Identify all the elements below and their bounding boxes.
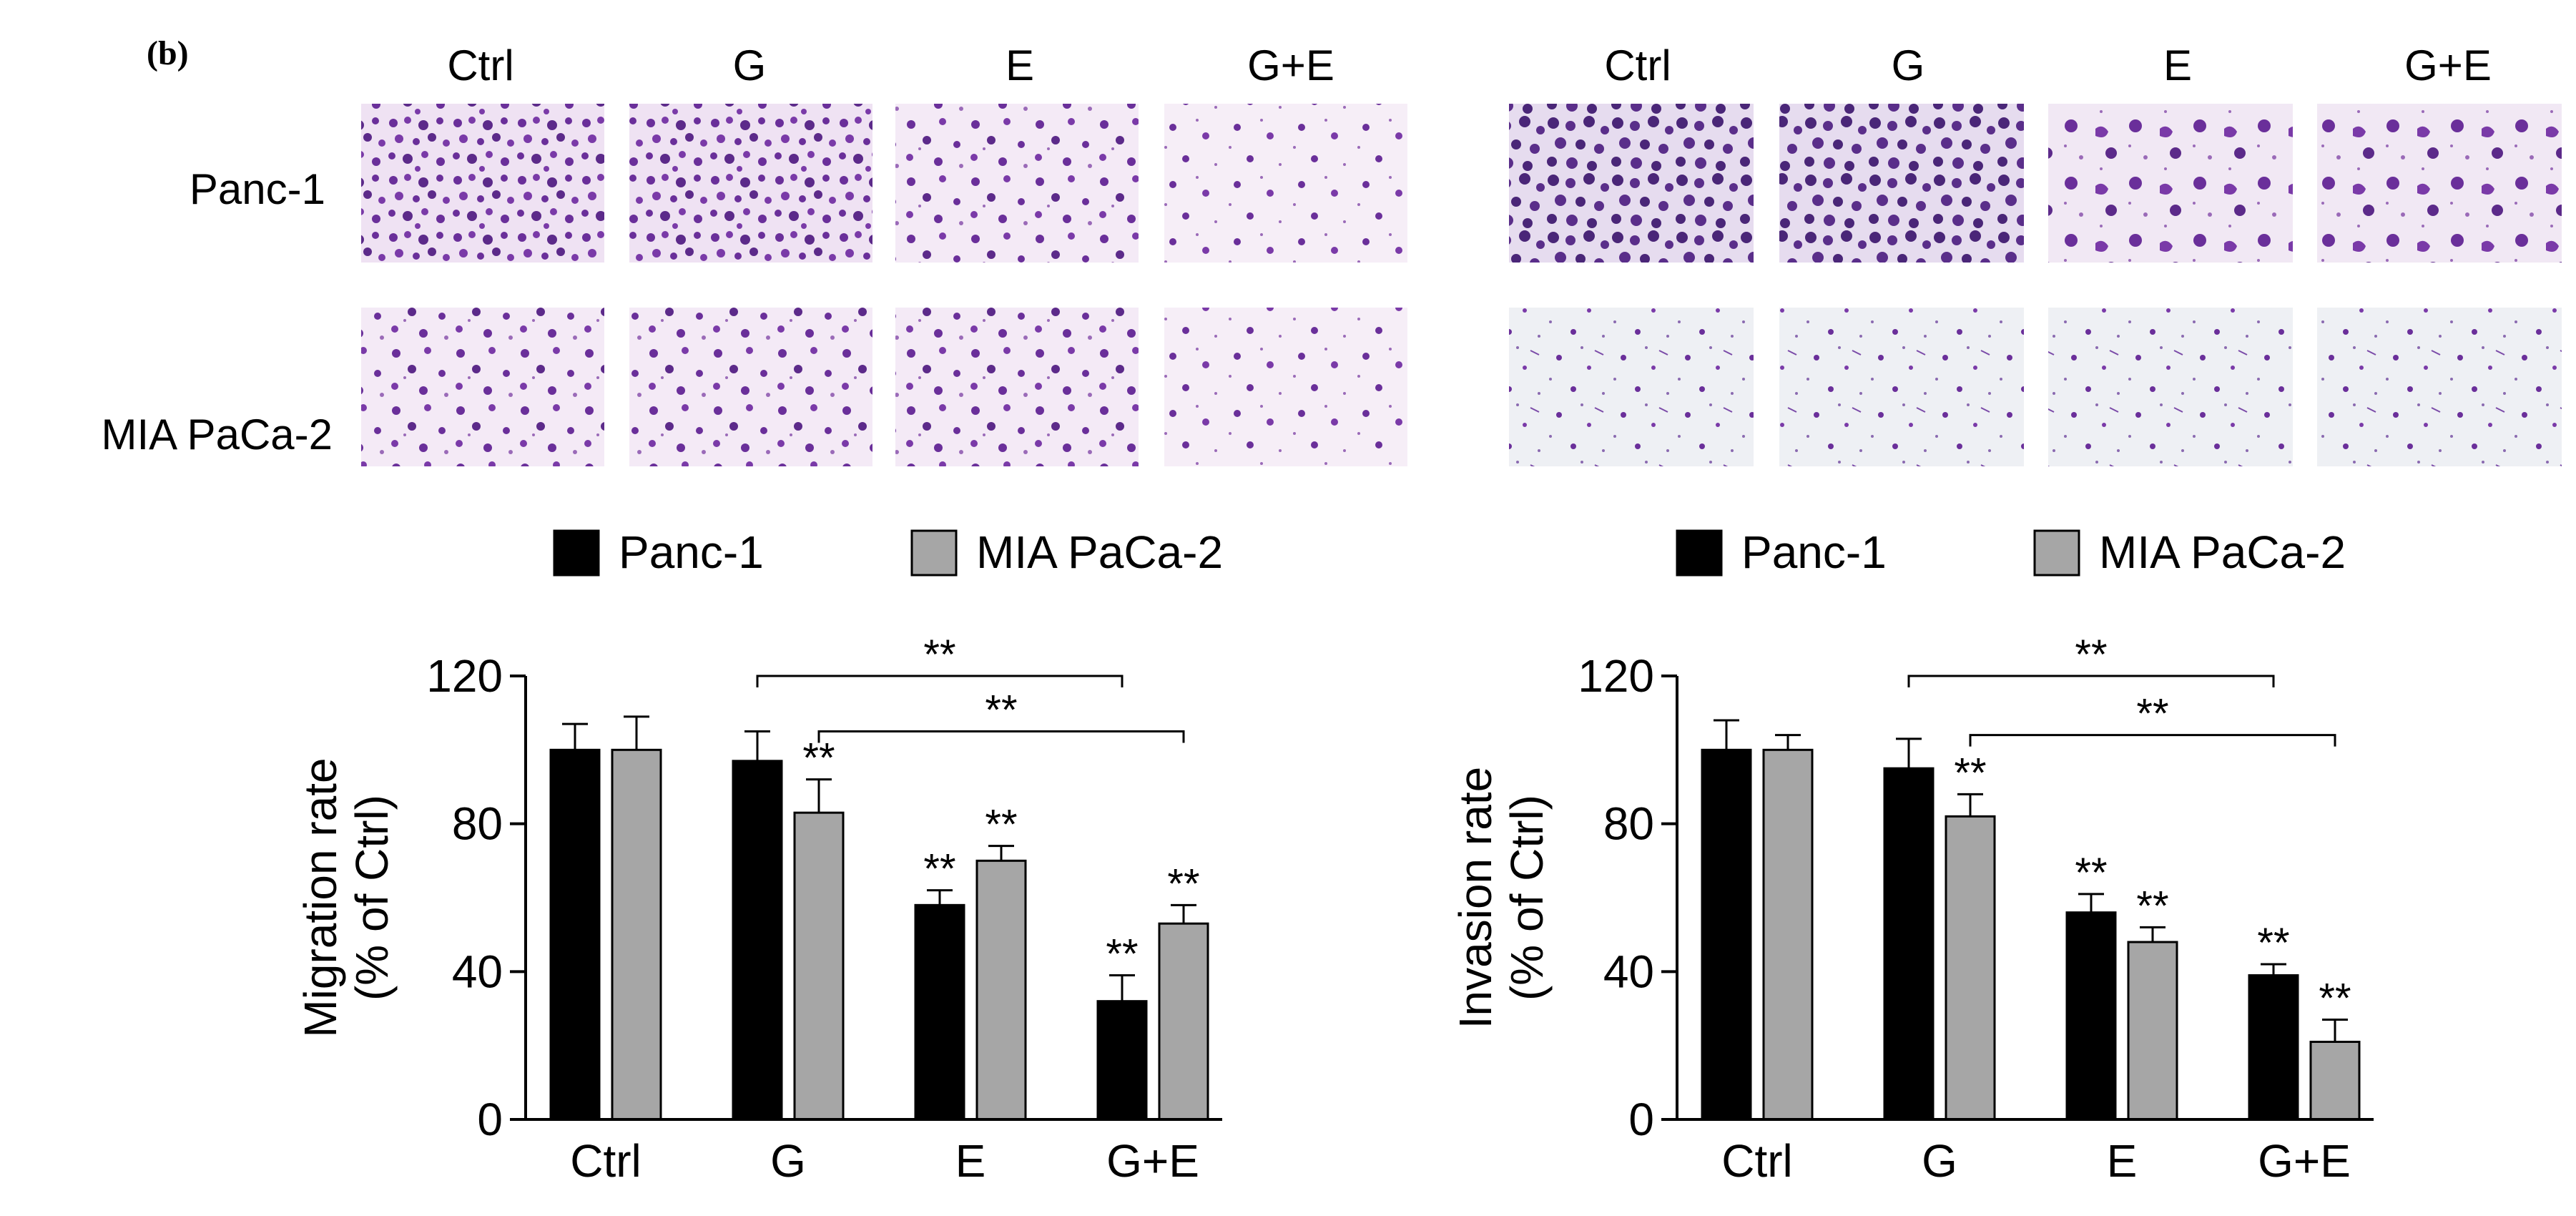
- significance-star: **: [923, 846, 955, 893]
- micrograph-image: [1164, 308, 1407, 466]
- bar: [549, 748, 601, 1121]
- legend-label: Panc-1: [1741, 526, 1887, 578]
- comparison-star: **: [2136, 691, 2168, 737]
- bar: [2065, 911, 2117, 1121]
- bar: [1096, 1000, 1148, 1121]
- invasion-micrograph-grid: Ctrl G E G+E: [1509, 41, 2562, 466]
- x-tick-label: G+E: [2258, 1135, 2351, 1187]
- migration-bar-chart: Panc-1 MIA PaCa-2 Migration rate (% of Ctrl…: [295, 526, 1223, 1187]
- x-tick-label: Ctrl: [570, 1135, 641, 1187]
- comparison-bracket: [756, 675, 1124, 687]
- bar: [2309, 1041, 2361, 1121]
- comparison-star: **: [923, 632, 955, 678]
- micrograph-col-label: G+E: [2404, 41, 2492, 89]
- micrograph-col-label: G+E: [1247, 41, 1334, 89]
- micrograph-image: [1509, 308, 1754, 466]
- micrograph-row-label: Panc-1: [190, 165, 325, 213]
- bar: [1945, 815, 1996, 1121]
- x-tick-label: G+E: [1106, 1135, 1199, 1187]
- micrograph-col-label: G: [733, 41, 767, 89]
- bar: [1158, 922, 1209, 1121]
- legend-label: Panc-1: [619, 526, 764, 578]
- bar: [611, 748, 662, 1121]
- micrograph-image: [629, 308, 872, 466]
- significance-star: **: [2319, 976, 2351, 1022]
- significance-star: **: [1954, 750, 1986, 796]
- micrograph-image: [1779, 308, 2024, 466]
- comparison-bracket: [1907, 675, 2275, 687]
- micrograph-image: [1779, 104, 2024, 263]
- bar: [1883, 767, 1935, 1121]
- bar: [975, 859, 1027, 1121]
- panel-label: (b): [147, 34, 189, 72]
- micrograph-image: [895, 308, 1139, 466]
- micrograph-image: [2048, 104, 2293, 263]
- bar: [2127, 941, 2178, 1121]
- significance-star: **: [2257, 920, 2289, 966]
- micrograph-image: [2048, 308, 2293, 466]
- y-tick-label: 80: [1603, 798, 1654, 850]
- micrograph-image: [361, 308, 604, 466]
- bar: [1701, 748, 1752, 1121]
- comparison-star: **: [2075, 632, 2107, 678]
- bar: [914, 903, 965, 1121]
- bar: [1762, 748, 1814, 1121]
- x-tick-label: E: [955, 1135, 986, 1187]
- micrograph-col-label: G: [1892, 41, 1925, 89]
- y-tick-label: 40: [452, 946, 503, 997]
- significance-star: **: [985, 802, 1017, 848]
- significance-star: **: [2075, 850, 2107, 896]
- y-tick-label: 0: [1628, 1094, 1654, 1145]
- micrograph-image: [2317, 308, 2562, 466]
- micrograph-col-label: E: [1006, 41, 1034, 89]
- x-tick-label: G: [770, 1135, 806, 1187]
- bar: [793, 811, 845, 1121]
- comparison-star: **: [985, 687, 1017, 734]
- invasion-bar-chart: Panc-1 MIA PaCa-2 Invasion rate (% of Ctrl)…: [1450, 526, 2374, 1187]
- legend-swatch: [2033, 529, 2080, 577]
- x-tick-label: E: [2107, 1135, 2138, 1187]
- legend-swatch: [553, 529, 600, 577]
- micrograph-image: [1164, 104, 1407, 263]
- micrograph-row-label: MIA PaCa-2: [102, 411, 333, 459]
- y-axis-label: Migration rate: [295, 757, 346, 1037]
- micrograph-image: [629, 104, 872, 263]
- legend-label: MIA PaCa-2: [2099, 526, 2346, 578]
- y-tick-label: 80: [452, 798, 503, 850]
- y-axis-label: (% of Ctrl): [346, 795, 398, 1001]
- micrograph-image: [895, 104, 1139, 263]
- y-axis-label: Invasion rate: [1450, 767, 1501, 1029]
- x-tick-label: Ctrl: [1721, 1135, 1793, 1187]
- legend-swatch: [1676, 529, 1723, 577]
- y-tick-label: 40: [1603, 946, 1654, 997]
- micrograph-image: [361, 104, 604, 263]
- legend-label: MIA PaCa-2: [976, 526, 1223, 578]
- x-tick-label: G: [1922, 1135, 1957, 1187]
- bar: [732, 760, 783, 1121]
- significance-star: **: [1167, 860, 1199, 907]
- y-tick-label: 120: [1578, 650, 1654, 702]
- legend-swatch: [910, 529, 958, 577]
- significance-star: **: [2136, 883, 2168, 929]
- micrograph-image: [2317, 104, 2562, 263]
- y-tick-label: 0: [477, 1094, 503, 1145]
- micrograph-image: [1509, 104, 1754, 263]
- bar: [2248, 974, 2299, 1121]
- y-tick-label: 120: [426, 650, 503, 702]
- migration-micrograph-grid: Ctrl G E G+E Panc-1 MIA PaCa-2: [102, 41, 1407, 466]
- significance-star: **: [1106, 931, 1138, 978]
- comparison-bracket: [1969, 734, 2336, 747]
- y-axis-label: (% of Ctrl): [1501, 795, 1553, 1001]
- micrograph-col-label: E: [2163, 41, 2192, 89]
- micrograph-col-label: Ctrl: [1604, 41, 1671, 89]
- comparison-bracket: [817, 730, 1185, 743]
- micrograph-col-label: Ctrl: [447, 41, 513, 89]
